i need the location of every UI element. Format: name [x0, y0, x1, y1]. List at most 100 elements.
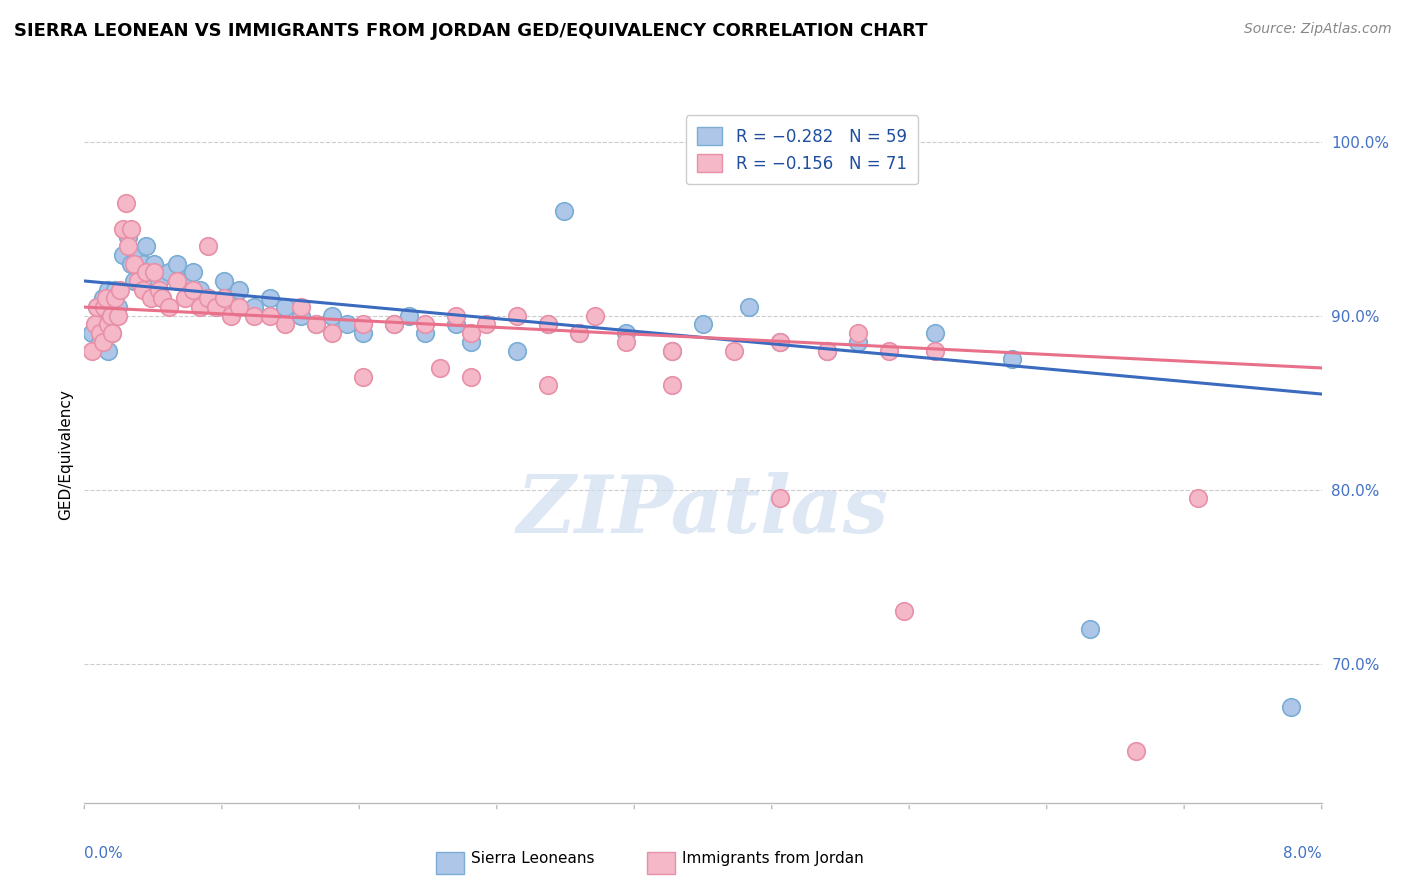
Point: [444, 318, 467, 332]
Point: [91, 291, 114, 305]
Point: [769, 491, 792, 506]
Text: Sierra Leoneans: Sierra Leoneans: [471, 851, 595, 865]
Point: [219, 291, 242, 305]
Point: [117, 239, 139, 253]
Point: [846, 326, 869, 340]
Point: [243, 309, 266, 323]
Point: [553, 204, 575, 219]
Point: [1078, 622, 1101, 636]
Point: [893, 604, 915, 618]
Point: [769, 334, 792, 349]
Point: [107, 300, 129, 314]
Point: [93, 318, 115, 332]
Point: [188, 300, 212, 314]
Point: [174, 274, 197, 288]
Point: [127, 248, 149, 262]
Point: [197, 239, 219, 253]
Point: [166, 274, 188, 288]
Point: [305, 318, 328, 332]
Point: [108, 283, 131, 297]
Point: [352, 326, 374, 340]
Point: [413, 318, 436, 332]
Point: [769, 334, 792, 349]
Text: 0.0%: 0.0%: [84, 847, 124, 862]
Point: [112, 221, 135, 235]
Text: Immigrants from Jordan: Immigrants from Jordan: [682, 851, 863, 865]
Point: [259, 309, 281, 323]
Point: [429, 360, 451, 375]
Point: [159, 265, 180, 279]
Point: [86, 300, 108, 314]
Point: [139, 291, 162, 305]
Point: [924, 326, 946, 340]
Point: [1279, 700, 1302, 714]
Point: [197, 291, 219, 305]
Point: [143, 256, 166, 270]
Point: [321, 326, 343, 340]
Point: [112, 248, 135, 262]
Point: [82, 326, 104, 340]
Point: [413, 326, 436, 340]
Point: [568, 326, 591, 340]
Point: [96, 283, 118, 297]
Point: [228, 283, 250, 297]
Point: [135, 265, 157, 279]
Point: [537, 318, 560, 332]
Point: [352, 369, 374, 384]
Point: [506, 343, 529, 358]
Point: [148, 274, 170, 288]
Point: [1125, 743, 1147, 757]
Point: [815, 343, 838, 358]
Point: [212, 274, 235, 288]
Point: [321, 309, 343, 323]
Point: [382, 318, 405, 332]
Text: Source: ZipAtlas.com: Source: ZipAtlas.com: [1244, 22, 1392, 37]
Point: [101, 326, 124, 340]
Point: [382, 318, 405, 332]
Point: [460, 369, 482, 384]
Point: [661, 343, 683, 358]
Point: [274, 318, 297, 332]
Point: [107, 309, 129, 323]
Point: [336, 318, 359, 332]
Point: [188, 283, 212, 297]
Point: [135, 239, 157, 253]
Point: [228, 300, 250, 314]
Point: [89, 334, 111, 349]
Text: 8.0%: 8.0%: [1282, 847, 1322, 862]
Point: [614, 326, 637, 340]
Point: [460, 326, 482, 340]
Point: [122, 256, 145, 270]
Point: [212, 291, 235, 305]
Point: [166, 256, 188, 270]
Point: [661, 343, 683, 358]
Point: [89, 326, 111, 340]
Point: [96, 343, 118, 358]
Point: [290, 309, 312, 323]
Point: [148, 283, 170, 297]
Point: [115, 195, 138, 210]
Point: [104, 291, 127, 305]
Point: [150, 291, 173, 305]
Point: [305, 318, 328, 332]
Point: [86, 300, 108, 314]
Point: [174, 291, 197, 305]
Point: [117, 230, 139, 244]
Point: [1001, 352, 1024, 367]
Point: [104, 283, 127, 297]
Text: ZIPatlas: ZIPatlas: [517, 472, 889, 549]
Point: [100, 309, 122, 323]
Point: [352, 318, 374, 332]
Point: [205, 300, 228, 314]
Point: [96, 318, 118, 332]
Point: [100, 309, 122, 323]
Point: [661, 378, 683, 392]
Point: [159, 300, 180, 314]
Point: [537, 318, 560, 332]
Point: [259, 291, 281, 305]
Point: [132, 256, 155, 270]
Point: [143, 265, 166, 279]
Point: [692, 318, 714, 332]
Point: [568, 326, 591, 340]
Point: [127, 274, 149, 288]
